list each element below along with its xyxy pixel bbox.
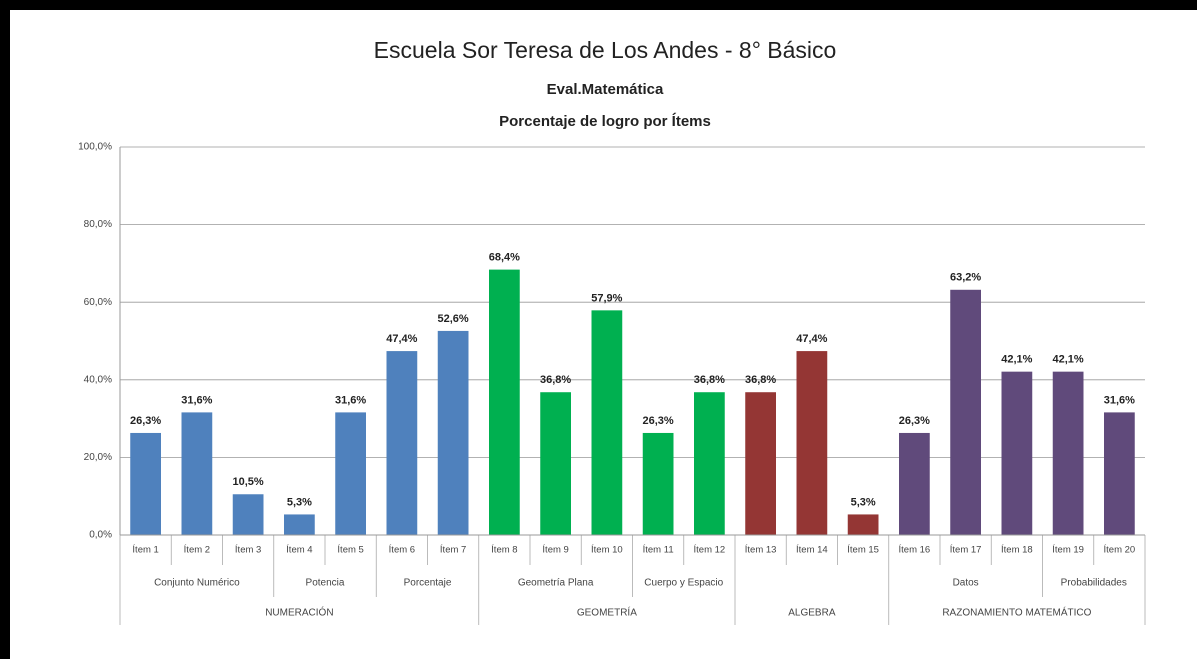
x-tick-label: Ítem 6 xyxy=(389,545,415,556)
value-label: 47,4% xyxy=(796,333,827,345)
x-tick-label: Ítem 3 xyxy=(235,545,261,556)
x-tick-label: Ítem 7 xyxy=(440,545,466,556)
bar xyxy=(437,330,469,535)
value-label: 31,6% xyxy=(181,394,212,406)
value-label: 26,3% xyxy=(643,415,674,427)
value-label: 42,1% xyxy=(1053,354,1084,366)
bar xyxy=(181,412,213,535)
bar xyxy=(642,432,674,535)
value-label: 5,3% xyxy=(287,496,312,508)
bar xyxy=(694,392,725,535)
value-label: 36,8% xyxy=(745,374,776,386)
bar xyxy=(540,392,571,535)
y-tick-label: 80,0% xyxy=(84,219,112,230)
value-label: 36,8% xyxy=(540,374,571,386)
x-tick-label: Ítem 1 xyxy=(132,545,158,556)
bar xyxy=(1052,371,1084,535)
x-tick-label: Ítem 19 xyxy=(1052,545,1084,556)
x-tick-label: Ítem 18 xyxy=(1001,545,1033,556)
x-tick-label: Ítem 8 xyxy=(491,545,517,556)
x-tick-label: Ítem 4 xyxy=(286,545,312,556)
group-label: Datos xyxy=(953,578,979,589)
x-tick-label: Ítem 17 xyxy=(950,545,982,556)
x-tick-label: Ítem 9 xyxy=(542,545,568,556)
bar xyxy=(950,289,981,535)
bar xyxy=(1104,412,1135,535)
x-tick-label: Ítem 5 xyxy=(337,545,363,556)
group-label: NUMERACIÓN xyxy=(265,606,333,619)
group-label: RAZONAMIENTO MATEMÁTICO xyxy=(942,606,1091,619)
group-label: Probabilidades xyxy=(1061,578,1127,589)
bar xyxy=(232,494,264,535)
x-tick-label: Ítem 14 xyxy=(796,545,828,556)
y-tick-label: 0,0% xyxy=(89,530,112,541)
value-label: 57,9% xyxy=(591,292,622,304)
x-tick-label: Ítem 20 xyxy=(1104,545,1136,556)
value-label: 31,6% xyxy=(335,394,366,406)
value-label: 63,2% xyxy=(950,272,981,284)
bar xyxy=(284,514,315,535)
bar xyxy=(899,432,930,535)
value-label: 36,8% xyxy=(694,374,725,386)
group-label: Conjunto Numérico xyxy=(154,578,240,589)
chart-subtitle: Porcentaje de logro por Ítems xyxy=(499,113,711,130)
x-tick-label: Ítem 10 xyxy=(591,545,623,556)
bar xyxy=(847,514,879,535)
bar xyxy=(1001,371,1033,535)
group-label: GEOMETRÍA xyxy=(577,606,637,619)
value-label: 10,5% xyxy=(233,476,264,488)
x-tick-label: Ítem 2 xyxy=(184,545,210,556)
bar xyxy=(745,392,776,535)
chart-subtitle: Eval.Matemática xyxy=(547,81,664,98)
bar xyxy=(130,432,161,535)
bar xyxy=(386,351,418,535)
chart-title: Escuela Sor Teresa de Los Andes - 8° Bás… xyxy=(374,37,837,63)
value-label: 68,4% xyxy=(489,252,520,264)
value-label: 26,3% xyxy=(130,415,161,427)
x-tick-label: Ítem 13 xyxy=(745,545,777,556)
value-label: 47,4% xyxy=(386,333,417,345)
bar xyxy=(489,269,520,535)
bar xyxy=(335,412,366,535)
y-tick-label: 100,0% xyxy=(78,142,112,153)
y-tick-label: 20,0% xyxy=(84,452,112,463)
value-label: 42,1% xyxy=(1001,354,1032,366)
value-label: 31,6% xyxy=(1104,394,1135,406)
x-tick-label: Ítem 12 xyxy=(694,545,726,556)
value-label: 26,3% xyxy=(899,415,930,427)
group-label: Cuerpo y Espacio xyxy=(644,578,723,589)
bar xyxy=(591,310,623,535)
x-tick-label: Ítem 16 xyxy=(899,545,931,556)
group-label: Geometría Plana xyxy=(518,578,594,589)
y-tick-label: 60,0% xyxy=(84,297,112,308)
group-label: ALGEBRA xyxy=(788,608,836,619)
group-label: Porcentaje xyxy=(404,578,452,589)
x-tick-label: Ítem 11 xyxy=(643,545,674,556)
y-tick-label: 40,0% xyxy=(84,374,112,385)
x-tick-label: Ítem 15 xyxy=(847,545,879,556)
group-label: Potencia xyxy=(306,578,345,589)
bar xyxy=(796,351,828,535)
value-label: 5,3% xyxy=(851,496,876,508)
value-label: 52,6% xyxy=(438,313,469,325)
